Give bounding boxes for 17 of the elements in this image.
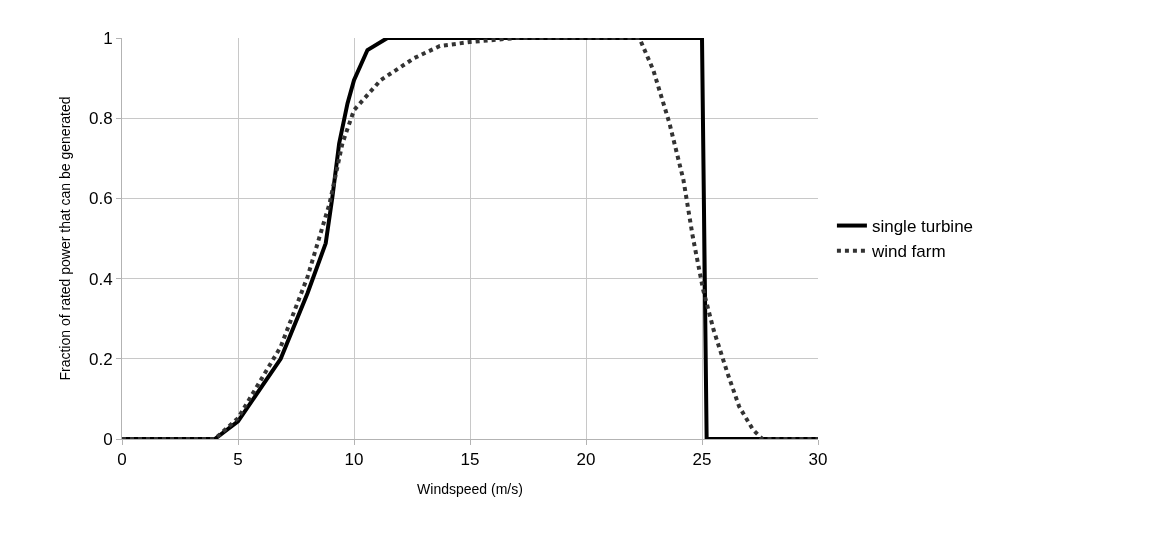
y-tick-label: 0 [103,429,113,449]
x-tick-label: 20 [576,450,596,470]
x-tick-label: 30 [808,450,828,470]
x-tick-label: 5 [233,450,243,470]
legend-label: single turbine [871,217,974,237]
y-tick-label: 1 [103,28,113,48]
y-axis-title: Fraction of rated power that can be generated [56,96,73,381]
y-tick-label: 0.2 [88,349,113,369]
y-tick-label: 0.8 [88,109,113,129]
x-tick-label: 25 [692,450,712,470]
y-tick-label: 0.6 [88,189,113,209]
legend-label: wind farm [870,242,946,262]
x-axis-title: Windspeed (m/s) [417,480,523,497]
y-tick-label: 0.4 [88,269,113,289]
x-tick-label: 10 [344,450,364,470]
x-tick-label: 0 [117,450,127,470]
x-tick-label: 15 [460,450,480,470]
